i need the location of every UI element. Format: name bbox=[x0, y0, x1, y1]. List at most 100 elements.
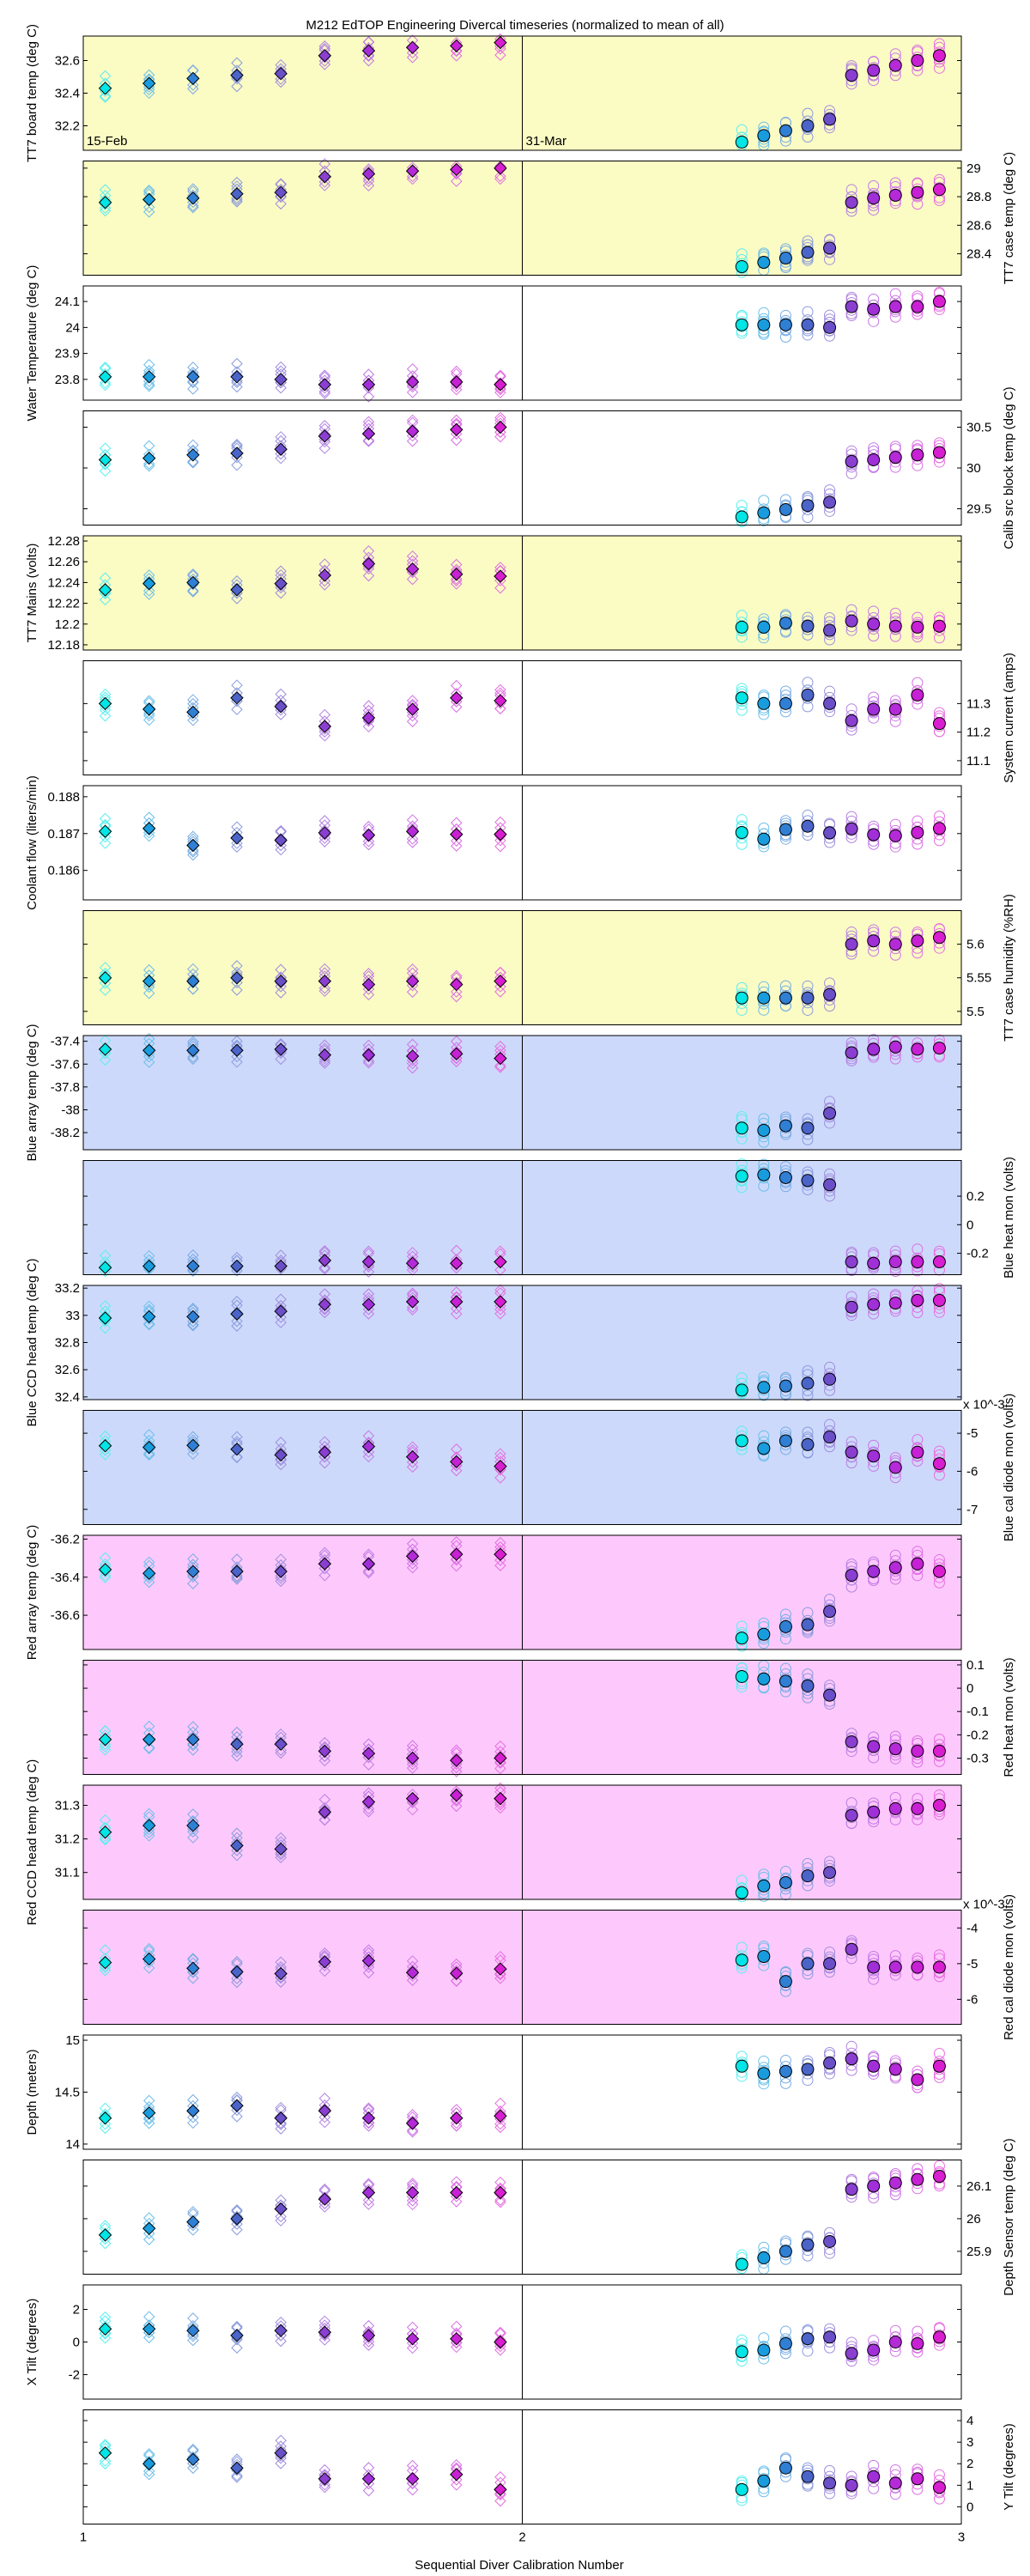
mean-marker bbox=[361, 1255, 376, 1269]
mean-marker bbox=[405, 1965, 420, 1979]
mean-marker bbox=[274, 1259, 288, 1273]
replicate-marker bbox=[318, 176, 331, 188]
replicate-marker bbox=[275, 431, 287, 443]
replicate-marker bbox=[99, 593, 112, 606]
replicate-marker bbox=[318, 2116, 331, 2129]
replicate-marker bbox=[143, 1449, 155, 1461]
mean-marker bbox=[823, 320, 837, 334]
mean-marker bbox=[757, 1672, 771, 1686]
mean-marker bbox=[494, 569, 507, 583]
mean-marker bbox=[845, 196, 858, 210]
replicate-marker bbox=[187, 714, 199, 726]
mean-marker bbox=[450, 162, 464, 177]
replicate-marker bbox=[143, 2311, 155, 2323]
mean-marker bbox=[186, 838, 200, 853]
replicate-marker bbox=[494, 1762, 506, 1775]
replicate-marker bbox=[406, 1062, 419, 1074]
replicate-marker bbox=[451, 2341, 463, 2354]
replicate-marker bbox=[494, 1061, 506, 1073]
mean-marker bbox=[98, 1311, 112, 1325]
mean-marker bbox=[494, 1295, 507, 1309]
mean-marker bbox=[450, 1753, 464, 1767]
replicate-marker bbox=[889, 2464, 901, 2476]
replicate-marker bbox=[362, 1966, 375, 1979]
replicate-marker bbox=[99, 1249, 112, 1261]
mean-marker bbox=[142, 451, 156, 465]
replicate-marker bbox=[451, 1464, 463, 1477]
replicate-marker bbox=[187, 1448, 199, 1461]
mean-marker bbox=[932, 1457, 946, 1471]
mean-marker bbox=[494, 2185, 507, 2200]
mean-marker bbox=[735, 691, 748, 705]
y-axis-label: Y Tilt (degrees) bbox=[1002, 2423, 1016, 2510]
replicate-marker bbox=[845, 1581, 857, 1593]
replicate-marker bbox=[406, 2459, 419, 2472]
replicate-marker bbox=[143, 1429, 155, 1441]
mean-marker bbox=[405, 1751, 420, 1765]
y-tick-label: -0.1 bbox=[966, 1704, 989, 1719]
replicate-marker bbox=[187, 2330, 199, 2342]
mean-marker bbox=[932, 1798, 946, 1812]
replicate-marker bbox=[802, 677, 814, 689]
mean-marker bbox=[361, 1439, 376, 1454]
series-first-campaign bbox=[98, 960, 507, 1003]
mean-marker bbox=[757, 620, 771, 634]
replicate-marker bbox=[736, 814, 748, 826]
replicate-marker bbox=[231, 1451, 243, 1464]
y-tick-label: 12.28 bbox=[47, 534, 80, 549]
replicate-marker bbox=[406, 1562, 419, 1574]
mean-marker bbox=[888, 188, 902, 202]
mean-marker bbox=[142, 1566, 156, 1581]
replicate-marker bbox=[494, 841, 506, 853]
mean-marker bbox=[911, 448, 924, 462]
replicate-marker bbox=[824, 1096, 836, 1108]
mean-marker bbox=[845, 1255, 858, 1269]
replicate-marker bbox=[494, 986, 506, 998]
y-tick-label: 23.8 bbox=[55, 373, 80, 387]
replicate-marker bbox=[275, 452, 287, 465]
replicate-marker bbox=[451, 835, 463, 847]
replicate-marker bbox=[824, 1361, 836, 1373]
mean-marker bbox=[867, 1805, 881, 1819]
mean-marker bbox=[318, 2325, 332, 2339]
replicate-marker bbox=[143, 981, 155, 993]
replicate-marker bbox=[845, 1797, 857, 1809]
replicate-marker bbox=[231, 2111, 243, 2123]
replicate-marker bbox=[187, 1053, 199, 1066]
replicate-marker bbox=[736, 124, 748, 136]
mean-marker bbox=[405, 1256, 420, 1270]
mean-marker bbox=[361, 1795, 376, 1809]
replicate-marker bbox=[187, 585, 199, 597]
replicate-marker bbox=[933, 2469, 945, 2481]
mean-marker bbox=[779, 1875, 792, 1889]
replicate-marker bbox=[318, 1456, 331, 1469]
replicate-marker bbox=[494, 1554, 506, 1566]
mean-marker bbox=[230, 1564, 244, 1578]
replicate-marker bbox=[736, 704, 748, 716]
mean-marker bbox=[911, 1744, 924, 1758]
replicate-marker bbox=[187, 383, 199, 395]
y-axis-label: TT7 Mains (volts) bbox=[25, 544, 39, 643]
mean-marker bbox=[801, 1618, 815, 1631]
replicate-marker bbox=[802, 512, 814, 524]
mean-marker bbox=[142, 192, 156, 207]
mean-marker bbox=[823, 2057, 837, 2070]
y-axis-label: Blue cal diode mon (volts) bbox=[1002, 1394, 1016, 1542]
y-tick-label: 0.187 bbox=[47, 827, 80, 841]
mean-marker bbox=[361, 427, 376, 440]
replicate-marker bbox=[494, 1448, 506, 1460]
replicate-marker bbox=[933, 1283, 945, 1295]
replicate-marker bbox=[99, 1741, 112, 1753]
replicate-marker bbox=[912, 1434, 924, 1446]
mean-marker bbox=[867, 2059, 881, 2073]
mean-marker bbox=[494, 35, 507, 50]
replicate-marker bbox=[736, 1620, 748, 1632]
replicate-marker bbox=[362, 55, 375, 67]
y-tick-label: -4 bbox=[966, 1921, 978, 1935]
replicate-marker bbox=[451, 1443, 463, 1455]
mean-marker bbox=[98, 1042, 112, 1056]
replicate-marker bbox=[933, 632, 945, 644]
y-tick-label: -37.8 bbox=[51, 1080, 80, 1095]
y-tick-label: -7 bbox=[966, 1503, 978, 1517]
mean-marker bbox=[98, 1955, 112, 1970]
